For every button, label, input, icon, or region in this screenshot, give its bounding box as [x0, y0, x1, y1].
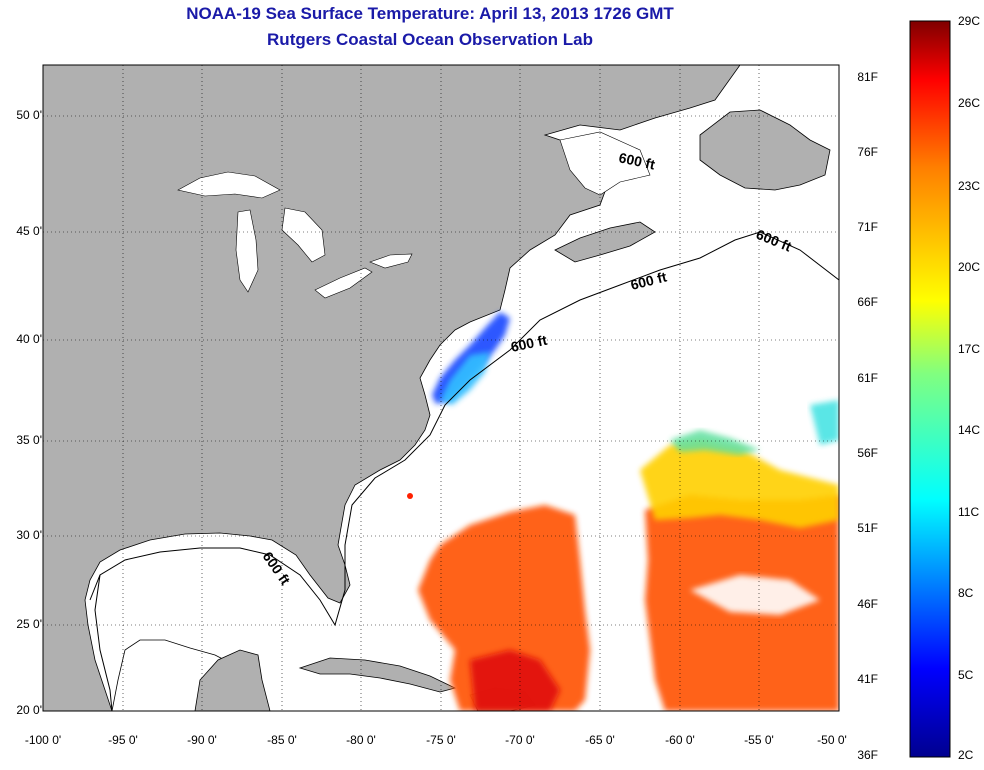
lake-superior [177, 171, 281, 199]
map-subtitle: Rutgers Coastal Ocean Observation Lab [267, 30, 593, 49]
colorbar [909, 20, 951, 758]
cb-f-56: 56F [857, 446, 878, 460]
sst-cyan-front [810, 400, 839, 445]
cb-f-71: 71F [857, 220, 878, 234]
sst-red-spot [407, 493, 413, 499]
cb-f-51: 51F [857, 521, 878, 535]
cb-f-41: 41F [857, 672, 878, 686]
lake-michigan [235, 209, 259, 293]
lake-erie [314, 267, 373, 299]
sst-white-cloud-gap [690, 575, 820, 615]
land-cuba [298, 657, 457, 693]
lon-label-50: -50 0' [817, 733, 847, 747]
sst-yellow-front [640, 440, 839, 528]
sst-hot-patch [470, 650, 560, 711]
cb-f-76: 76F [857, 145, 878, 159]
lake-ontario [369, 253, 413, 269]
cb-c-20: 20C [958, 260, 981, 274]
cb-c-17: 17C [958, 342, 981, 356]
lon-label-75: -75 0' [426, 733, 456, 747]
lat-label-30: 30 0' [16, 528, 42, 542]
lon-label-95: -95 0' [108, 733, 138, 747]
sst-warm-south-patch [418, 505, 590, 711]
cb-c-2: 2C [958, 748, 974, 762]
sst-data-layer [407, 312, 839, 711]
lon-label-100: -100 0' [24, 733, 62, 747]
cb-f-36: 36F [857, 748, 878, 762]
lon-label-70: -70 0' [505, 733, 535, 747]
cb-c-14: 14C [958, 423, 981, 437]
lat-label-45: 45 0' [16, 224, 42, 238]
cb-c-11: 11C [958, 505, 980, 519]
graticule [43, 65, 839, 711]
lat-label-25: 25 0' [16, 617, 42, 631]
lon-label-80: -80 0' [346, 733, 376, 747]
cb-c-29: 29C [958, 14, 981, 28]
isobath-gulf [94, 574, 113, 711]
gulf-st-lawrence [559, 131, 651, 196]
lon-label-65: -65 0' [585, 733, 615, 747]
isobath-600ft [89, 231, 839, 627]
lon-label-60: -60 0' [665, 733, 695, 747]
lake-huron [281, 207, 326, 263]
cb-c-8: 8C [958, 586, 974, 600]
lat-label-40: 40 0' [16, 332, 42, 346]
map-title: NOAA-19 Sea Surface Temperature: April 1… [186, 4, 674, 23]
map-frame [42, 64, 840, 712]
cb-f-61: 61F [857, 371, 878, 385]
cb-c-26: 26C [958, 96, 981, 110]
cb-f-66: 66F [857, 295, 878, 309]
lon-label-90: -90 0' [187, 733, 217, 747]
land-yucatan [194, 649, 271, 711]
lat-label-35: 35 0' [16, 433, 42, 447]
isobath-label-4: 600 ft [509, 332, 548, 355]
lat-label-20: 20 0' [16, 703, 42, 717]
cb-c-23: 23C [958, 179, 981, 193]
cb-f-81: 81F [857, 70, 878, 84]
sst-cool-patch [440, 352, 490, 405]
lon-label-55: -55 0' [744, 733, 774, 747]
isobath-label-1: 600 ft [617, 149, 656, 172]
sst-green-front [670, 430, 760, 455]
land-newfoundland [699, 109, 831, 191]
cb-f-46: 46F [857, 597, 878, 611]
lon-label-85: -85 0' [267, 733, 297, 747]
lat-label-50: 50 0' [16, 108, 42, 122]
cb-c-5: 5C [958, 668, 974, 682]
